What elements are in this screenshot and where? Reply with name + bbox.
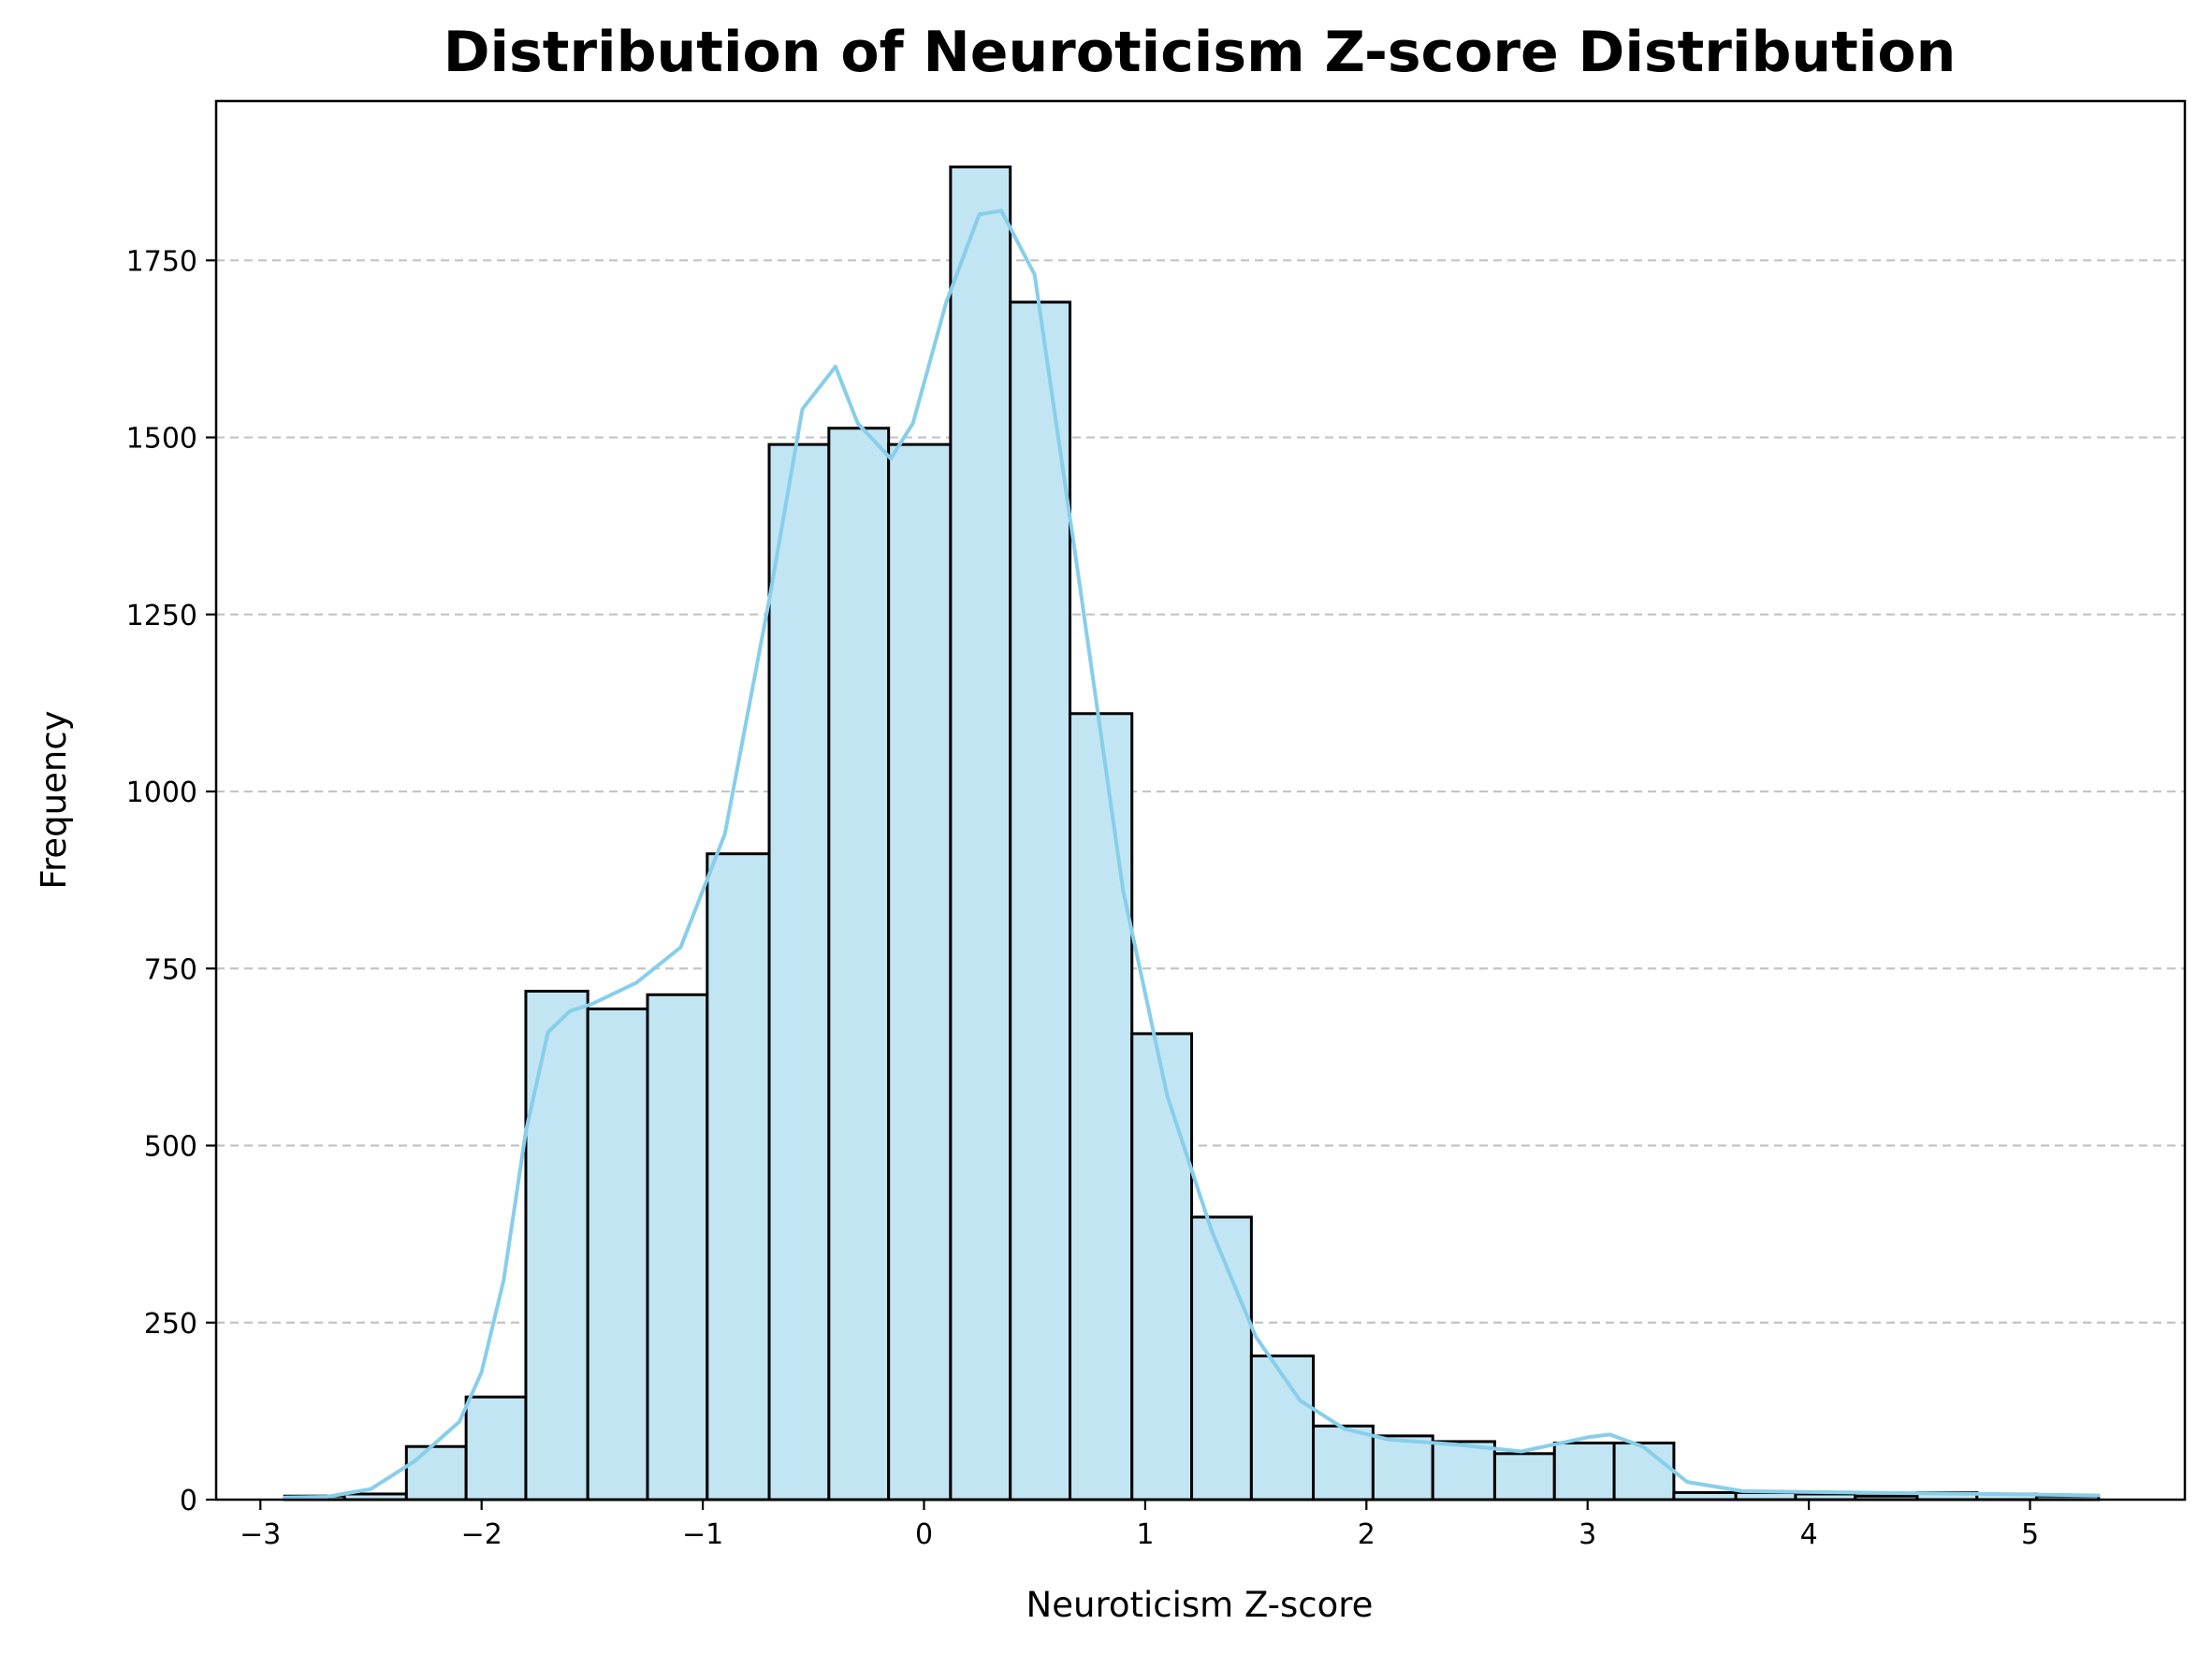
- chart-title: Distribution of Neuroticism Z-score Dist…: [444, 20, 1957, 85]
- x-tick-label: 4: [1800, 1518, 1818, 1551]
- x-tick-label: 0: [915, 1518, 933, 1551]
- x-tick-label: 2: [1358, 1518, 1375, 1551]
- histogram-bar: [464, 1395, 528, 1502]
- x-tick-label: −2: [461, 1518, 502, 1551]
- y-tick-label: 1500: [126, 423, 197, 456]
- x-axis-label: Neuroticism Z-score: [1026, 1585, 1374, 1625]
- histogram-bar: [1249, 1354, 1316, 1502]
- x-tick-label: 5: [2021, 1518, 2039, 1551]
- histogram-bar: [1009, 300, 1072, 1502]
- histogram-bars: [283, 165, 2101, 1502]
- x-tick-label: −3: [240, 1518, 281, 1551]
- histogram-bar: [887, 443, 953, 1502]
- histogram-bar: [646, 993, 709, 1502]
- x-tick-label: −1: [682, 1518, 723, 1551]
- histogram-bar: [827, 427, 891, 1502]
- y-axis-ticks: 0 250 500 750 1000 1250 1500 1750: [126, 245, 216, 1517]
- x-tick-label: 1: [1136, 1518, 1154, 1551]
- histogram-bar: [524, 990, 589, 1502]
- histogram-bar: [404, 1444, 468, 1502]
- y-tick-label: 1000: [126, 776, 197, 809]
- histogram-bar: [1190, 1215, 1253, 1502]
- histogram-bar: [949, 165, 1012, 1502]
- x-axis-ticks: −3 −2 −1 0 1 2 3 4 5: [240, 1500, 2039, 1551]
- y-tick-label: 250: [144, 1308, 197, 1341]
- plot-frame: [214, 99, 2187, 1502]
- kde-curve: [283, 209, 2101, 1500]
- y-tick-label: 500: [144, 1131, 197, 1164]
- histogram-bar: [1130, 1032, 1194, 1502]
- x-tick-label: 3: [1579, 1518, 1596, 1551]
- histogram-bar: [586, 1007, 649, 1502]
- histogram-bar: [1431, 1440, 1496, 1502]
- histogram-bar: [706, 852, 771, 1502]
- y-tick-label: 0: [180, 1485, 197, 1517]
- y-tick-label: 750: [144, 953, 197, 986]
- histogram-bar: [1069, 712, 1134, 1502]
- histogram-bar: [1552, 1441, 1616, 1502]
- histogram-bar: [767, 443, 831, 1502]
- y-tick-label: 1250: [126, 600, 197, 632]
- y-tick-label: 1750: [126, 245, 197, 278]
- y-axis-label: Frequency: [34, 710, 74, 889]
- histogram-bar: [1492, 1452, 1556, 1502]
- histogram-bar: [1312, 1424, 1375, 1502]
- histogram-bar: [1612, 1441, 1676, 1502]
- histogram-bar: [1371, 1434, 1434, 1502]
